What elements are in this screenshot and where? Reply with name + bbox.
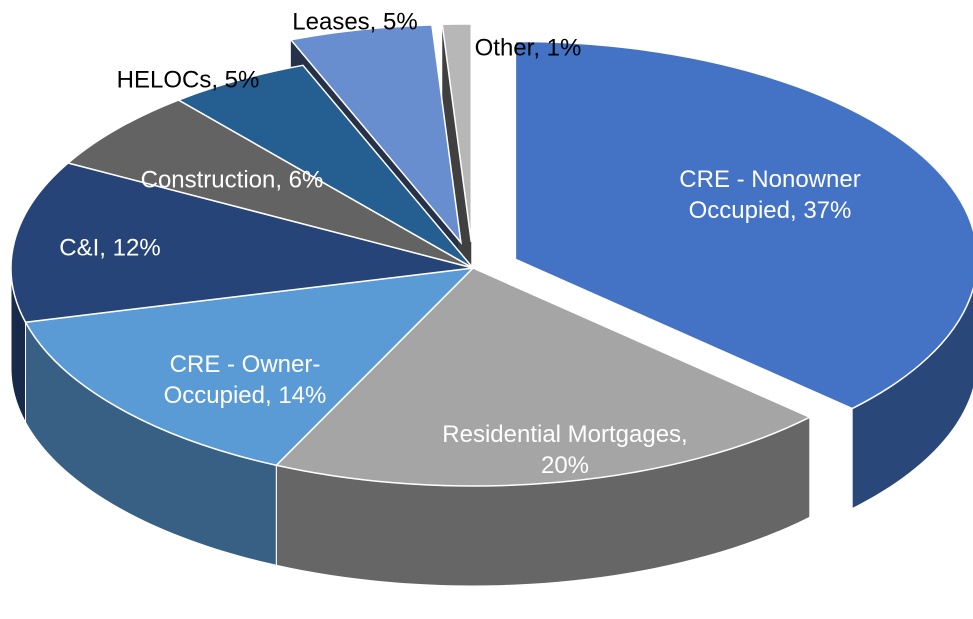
slice (289, 24, 462, 245)
data-label: Construction, 6% (140, 166, 324, 194)
slice (24, 266, 476, 467)
data-label: HELOCs, 5% (116, 66, 260, 94)
data-label: CRE - Owner-Occupied, 14% (163, 351, 327, 409)
slice (10, 162, 474, 324)
slice (66, 99, 474, 269)
slice (441, 23, 473, 242)
data-label: Residential Mortgages, 20% (442, 421, 688, 479)
slice (514, 40, 973, 410)
data-label: CRE - Nonowner Occupied, 37% (679, 166, 861, 224)
data-label: C&I, 12% (59, 234, 161, 262)
data-label: Other, 1% (474, 34, 582, 62)
data-label: Leases, 5% (292, 8, 418, 36)
slice (176, 64, 474, 269)
slice (274, 267, 812, 487)
